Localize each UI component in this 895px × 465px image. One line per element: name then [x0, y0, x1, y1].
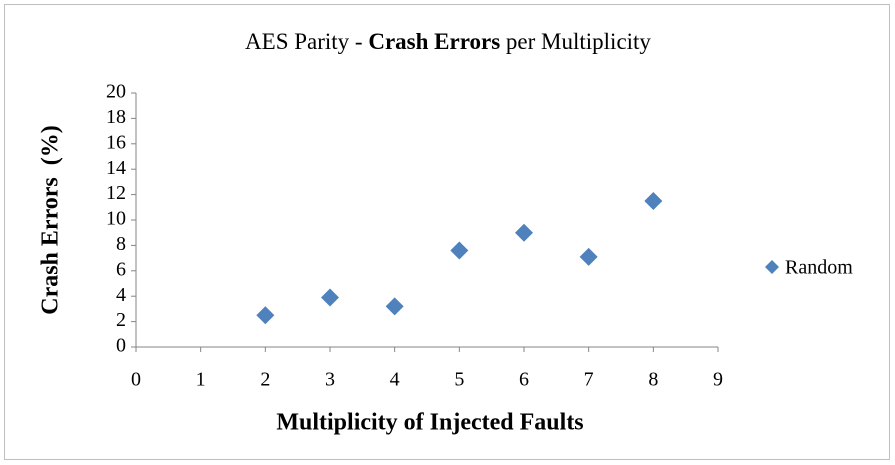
x-tick-label: 5	[454, 369, 464, 391]
x-tick-label: 0	[131, 369, 141, 391]
data-point	[450, 241, 469, 260]
data-point	[515, 223, 533, 242]
x-tick-label: 2	[260, 369, 270, 391]
x-tick-label: 3	[325, 369, 335, 391]
y-tick-label: 6	[116, 258, 126, 280]
data-point	[644, 191, 663, 210]
y-tick-label: 12	[106, 182, 126, 204]
y-tick-label: 8	[116, 233, 126, 255]
data-point	[385, 297, 404, 316]
y-tick-label: 2	[116, 309, 126, 331]
data-point	[256, 306, 275, 325]
x-tick-label: 8	[648, 369, 658, 391]
chart-title: AES Parity - Crash Errors per Multiplici…	[245, 29, 651, 54]
x-tick-label: 6	[519, 369, 529, 391]
title-part: per Multiplicity	[500, 29, 651, 54]
x-tick-label: 7	[584, 369, 594, 391]
x-tick-label: 1	[196, 369, 206, 391]
legend-label: Random	[785, 257, 853, 279]
y-tick-label: 18	[106, 106, 126, 128]
y-axis-label: Crash Errors (%)	[38, 125, 64, 315]
data-point	[579, 247, 598, 266]
y-tick-label: 14	[106, 157, 126, 179]
title-part: Crash Errors	[368, 29, 500, 54]
title-part: AES Parity -	[245, 29, 368, 54]
y-tick-label: 16	[106, 131, 126, 153]
legend-marker	[765, 260, 779, 274]
x-axis-label: Multiplicity of Injected Faults	[276, 410, 583, 436]
x-tick-label: 4	[390, 369, 400, 391]
x-tick-label: 9	[713, 369, 723, 391]
y-tick-label: 4	[116, 284, 126, 306]
y-tick-label: 10	[106, 208, 126, 230]
data-point	[321, 288, 339, 307]
chart-border	[4, 4, 890, 460]
y-tick-label: 0	[116, 335, 126, 357]
y-tick-label: 20	[106, 81, 126, 103]
